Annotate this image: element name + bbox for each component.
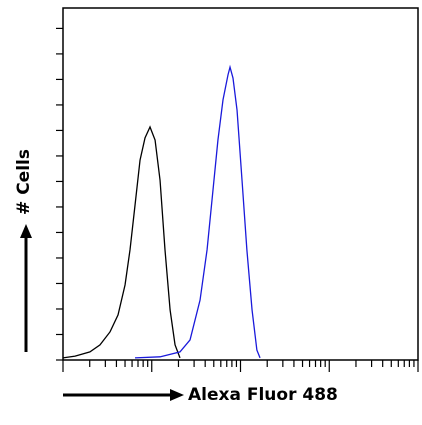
y-axis-label: # Cells (14, 149, 34, 215)
x-axis-label: Alexa Fluor 488 (188, 385, 338, 405)
plot-frame (62, 7, 419, 361)
histogram-line (134, 64, 261, 359)
x-arrowhead (170, 389, 184, 401)
histogram-line (62, 125, 181, 359)
y-arrowhead (20, 224, 32, 238)
